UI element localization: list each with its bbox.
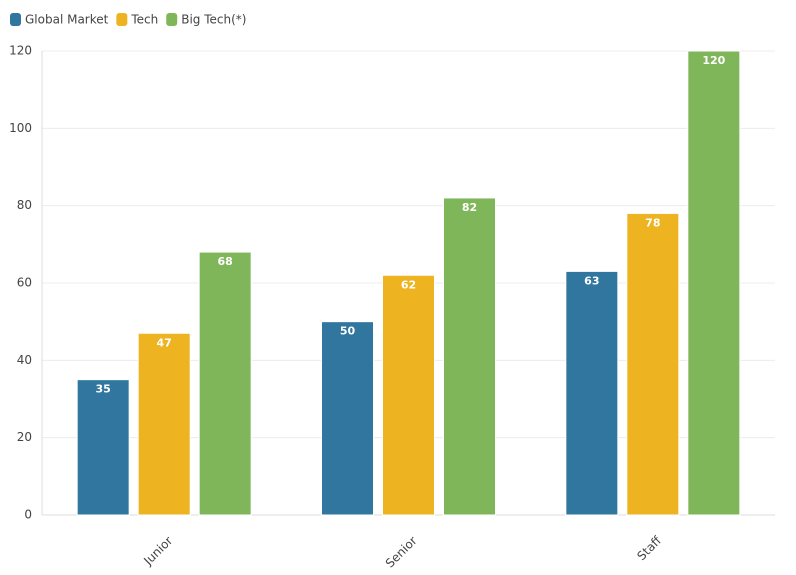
legend-swatch — [116, 13, 128, 26]
x-tick-label: Senior — [383, 534, 420, 571]
bar — [626, 212, 680, 516]
legend-swatch — [166, 13, 178, 26]
x-tick-label: Staff — [634, 533, 664, 563]
data-label: 35 — [96, 383, 111, 396]
data-label: 50 — [340, 325, 356, 338]
x-tick-label: Junior — [140, 534, 175, 569]
y-tick-label: 20 — [17, 430, 32, 444]
bar — [382, 274, 435, 516]
data-label: 82 — [462, 201, 477, 214]
bar — [198, 251, 252, 516]
bar — [321, 321, 374, 516]
y-tick-label: 100 — [9, 121, 32, 135]
y-tick-label: 60 — [17, 276, 32, 290]
bar — [137, 332, 191, 516]
data-label: 62 — [401, 278, 416, 291]
data-label: 68 — [218, 255, 233, 268]
bar — [565, 270, 619, 516]
data-label: 120 — [702, 54, 725, 67]
data-label: 78 — [645, 216, 660, 229]
y-tick-label: 0 — [24, 508, 32, 522]
data-label: 63 — [584, 274, 599, 287]
y-tick-label: 120 — [9, 44, 32, 58]
bar — [76, 379, 130, 516]
y-tick-label: 80 — [17, 198, 32, 212]
legend-label: Global Market — [25, 13, 109, 27]
data-label: 47 — [157, 336, 172, 349]
legend-label: Tech — [130, 13, 158, 27]
legend-swatch — [10, 13, 21, 26]
y-tick-label: 40 — [17, 353, 32, 367]
legend-label: Big Tech(*) — [181, 13, 246, 27]
bar — [687, 50, 741, 516]
bar — [443, 197, 496, 516]
